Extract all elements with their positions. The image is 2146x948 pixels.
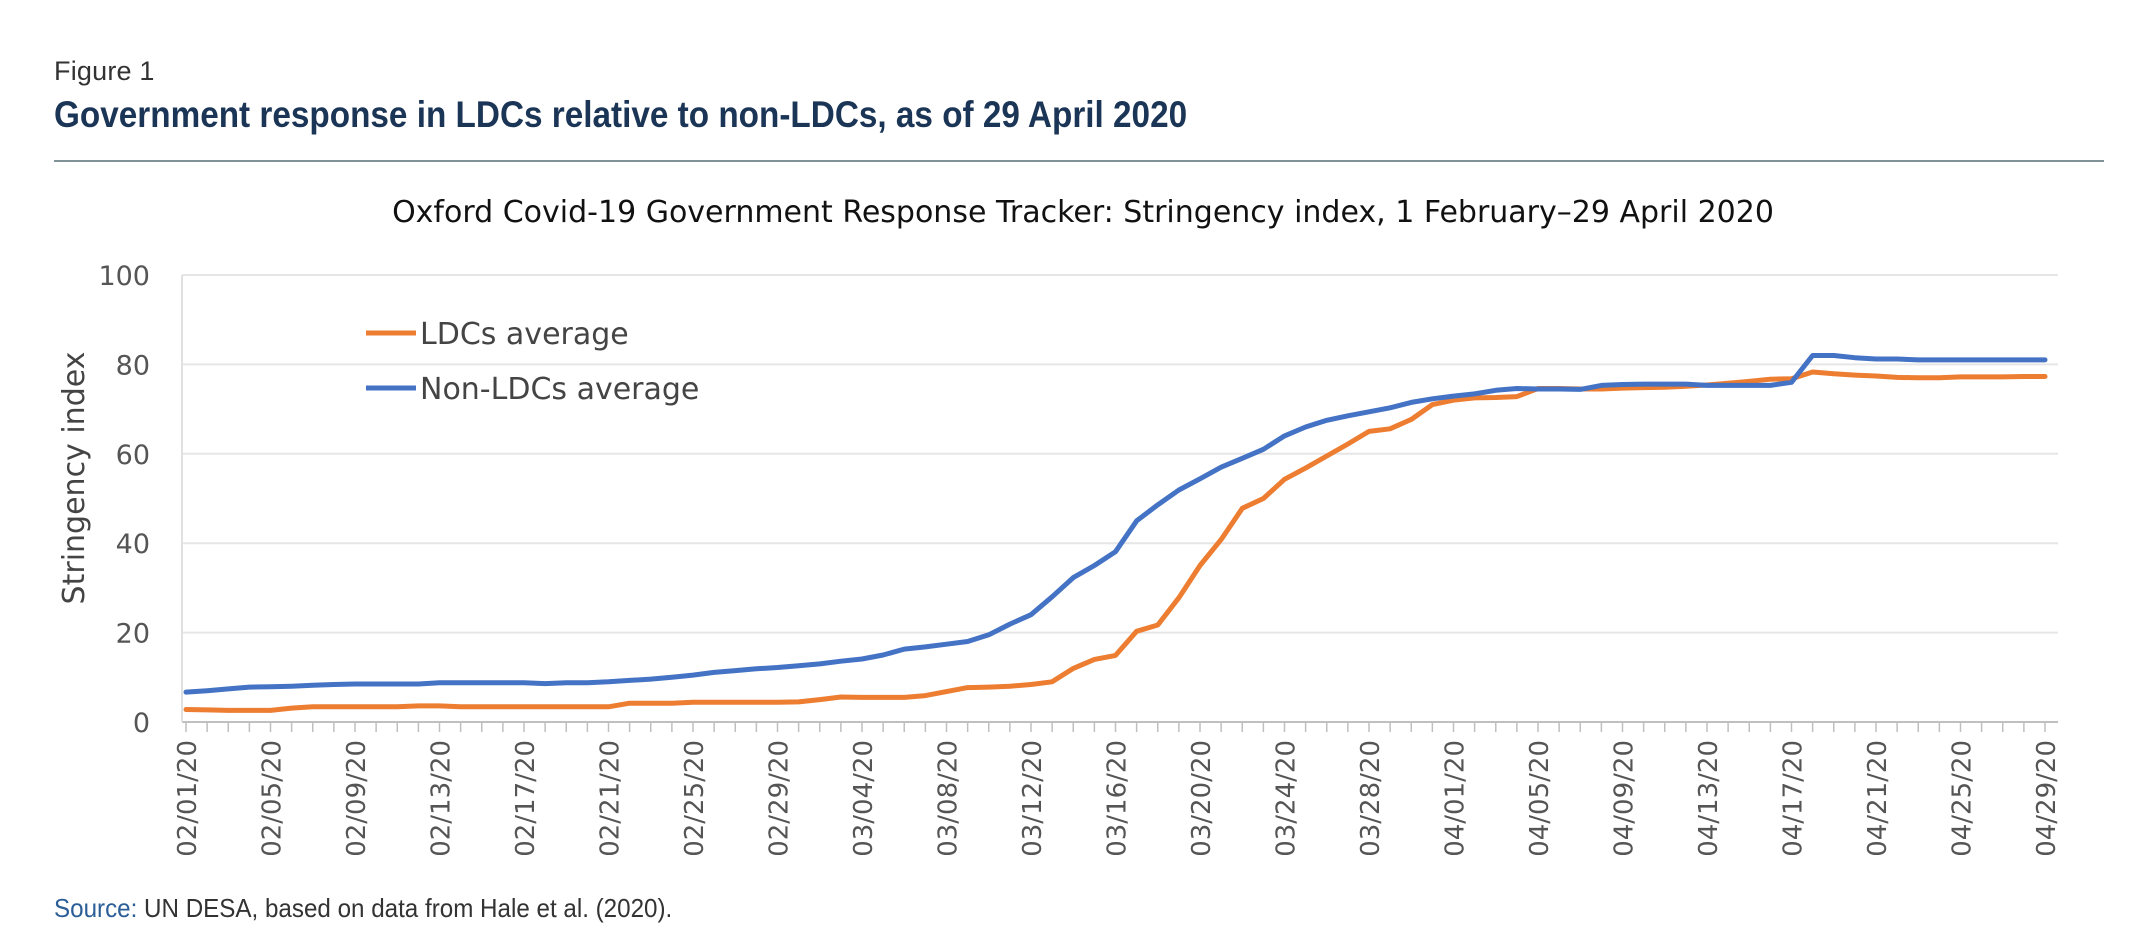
x-tick-label-02-29-20: 02/29/20	[765, 740, 795, 857]
source-note: Source: UN DESA, based on data from Hale…	[54, 893, 672, 924]
y-tick-label-0: 0	[133, 708, 150, 739]
x-tick-label-04-05-20: 04/05/20	[1525, 740, 1555, 857]
x-tick-label-02-05-20: 02/05/20	[258, 740, 288, 857]
series-lines	[183, 353, 2048, 713]
x-tick-label-02-01-20: 02/01/20	[173, 740, 203, 857]
series-line-ldcs-average	[183, 369, 2048, 713]
axes	[181, 275, 2058, 732]
title-divider	[54, 160, 2104, 162]
x-tick-label-02-17-20: 02/17/20	[511, 740, 541, 857]
series-line-non-ldcs-average	[183, 353, 2048, 695]
legend-label-non-ldcs-average: Non-LDCs average	[420, 372, 699, 407]
x-tick-label-02-13-20: 02/13/20	[427, 740, 457, 857]
source-label: Source:	[54, 893, 138, 923]
y-tick-label-20: 20	[116, 619, 150, 650]
figure-label: Figure 1	[54, 56, 155, 86]
y-tick-label-80: 80	[116, 350, 150, 381]
chart-title: Oxford Covid-19 Government Response Trac…	[392, 195, 1774, 230]
x-tick-label-03-16-20: 03/16/20	[1103, 740, 1133, 857]
legend: LDCs average Non-LDCs average	[366, 317, 699, 407]
x-tick-label-04-17-20: 04/17/20	[1779, 740, 1809, 857]
x-tick-label-04-21-20: 04/21/20	[1863, 740, 1893, 857]
x-tick-label-04-29-20: 04/29/20	[2032, 740, 2062, 857]
x-tick-label-04-01-20: 04/01/20	[1441, 740, 1471, 857]
stringency-line-chart: Oxford Covid-19 Government Response Trac…	[57, 195, 2062, 857]
y-tick-label-100: 100	[98, 261, 150, 292]
legend-label-ldcs-average: LDCs average	[420, 317, 629, 352]
x-tick-label-03-24-20: 03/24/20	[1272, 740, 1302, 857]
x-tick-label-03-28-20: 03/28/20	[1356, 740, 1386, 857]
y-tick-label-40: 40	[116, 529, 150, 560]
y-axis-label: Stringency index	[57, 352, 92, 605]
x-tick-labels: 02/01/20 02/05/20 02/09/20 02/13/20 02/17/20…	[173, 740, 2062, 857]
y-tick-label-60: 60	[116, 440, 150, 471]
x-tick-label-02-09-20: 02/09/20	[342, 740, 372, 857]
x-tick-label-02-21-20: 02/21/20	[596, 740, 626, 857]
x-tick-label-04-09-20: 04/09/20	[1610, 740, 1640, 857]
x-tick-label-03-12-20: 03/12/20	[1018, 740, 1048, 857]
figure-title: Government response in LDCs relative to …	[54, 94, 1188, 135]
x-tick-label-03-04-20: 03/04/20	[849, 740, 879, 857]
x-tick-label-03-20-20: 03/20/20	[1187, 740, 1217, 857]
x-tick-label-04-25-20: 04/25/20	[1948, 740, 1978, 857]
y-tick-labels: 0 20 40 60 80 100	[98, 261, 150, 739]
x-tick-label-04-13-20: 04/13/20	[1694, 740, 1724, 857]
x-tick-label-03-08-20: 03/08/20	[934, 740, 964, 857]
x-tick-label-02-25-20: 02/25/20	[680, 740, 710, 857]
source-text: UN DESA, based on data from Hale et al. …	[137, 893, 673, 923]
